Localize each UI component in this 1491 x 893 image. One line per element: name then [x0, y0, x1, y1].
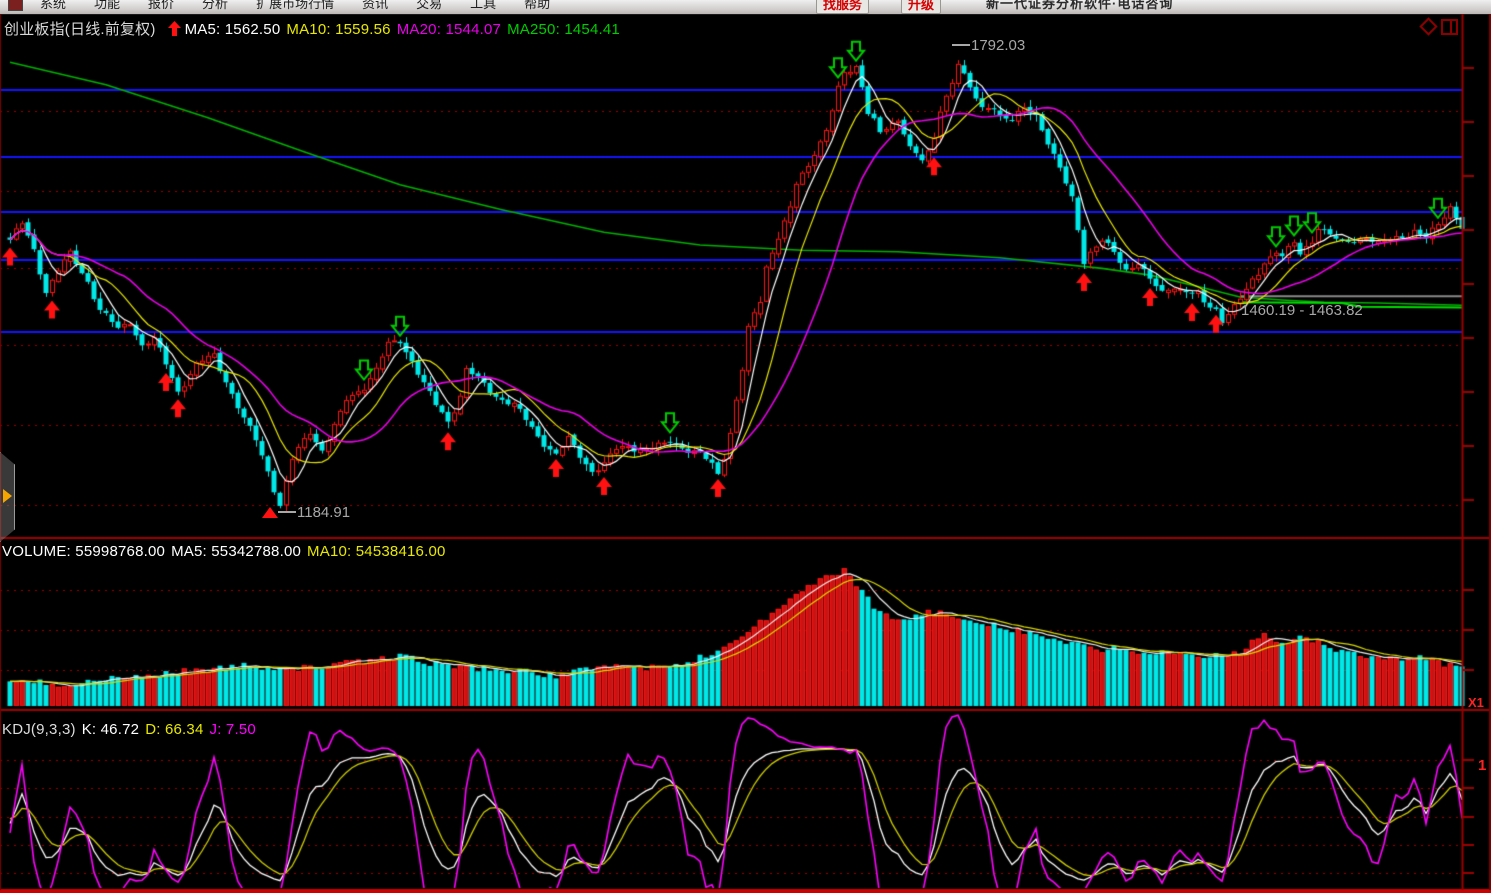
menu-items: 系统 功能 报价 分析 扩展市场行情 资讯 交易 工具 帮助	[26, 0, 564, 13]
low-marker-triangle	[262, 507, 278, 518]
kdj-label-2: D: 66.34	[145, 721, 204, 738]
kdj-label-1: K: 46.72	[81, 721, 140, 738]
up-arrow-icon	[167, 21, 181, 36]
main-ma-label-2: MA20: 1544.07	[396, 21, 502, 38]
main-ma-label-3: MA250: 1454.41	[507, 21, 620, 38]
volume-label-2: MA10: 54538416.00	[307, 543, 446, 560]
menu-item-5[interactable]: 资讯	[362, 0, 389, 11]
menu-item-8[interactable]: 帮助	[524, 0, 551, 11]
kdj-scale-label: 1	[1478, 757, 1487, 774]
expand-arrow-icon	[3, 489, 12, 503]
promo-button-0[interactable]: 找服务	[816, 0, 870, 14]
volume-label-0: VOLUME: 55998768.00	[2, 543, 166, 560]
annotation-low-value: 1184.91	[297, 504, 351, 521]
menu-item-2[interactable]: 报价	[148, 0, 175, 11]
corner-icons	[1419, 17, 1480, 37]
main-ma-label-1: MA10: 1559.56	[286, 21, 391, 38]
annotation-low: 1184.91	[262, 504, 350, 521]
menu-item-1[interactable]: 功能	[94, 0, 121, 11]
volume-multiplier-label: X1	[1468, 695, 1484, 710]
banner-text: 新一代证券分析软件·电话咨询	[986, 0, 1174, 11]
diamond-icon[interactable]	[1419, 17, 1438, 36]
menu-item-0[interactable]: 系统	[40, 0, 67, 11]
annotation-high-value: 1792.03	[971, 37, 1026, 54]
menu-item-6[interactable]: 交易	[416, 0, 443, 11]
chart-canvas[interactable]	[0, 14, 1491, 893]
menu-bar: 系统 功能 报价 分析 扩展市场行情 资讯 交易 工具 帮助 找服务 升级 新一代证券分析软件·电…	[0, 0, 1491, 15]
annotation-range-value: 1460.19 - 1463.82	[1241, 302, 1363, 319]
menu-promos: 找服务 升级	[800, 0, 957, 14]
annotation-high: 1792.03	[952, 37, 1025, 54]
annotation-range: 1460.19 - 1463.82	[1241, 302, 1363, 319]
chart-title: 创业板指(日线.前复权)	[4, 21, 156, 38]
main-pane-header: 创业板指(日线.前复权) MA5: 1562.50 MA10: 1559.56 MA2…	[4, 18, 632, 39]
kdj-pane-header: KDJ(9,3,3) K: 46.72 D: 66.34 J: 7.50	[2, 721, 268, 738]
kdj-label-0: KDJ(9,3,3)	[2, 721, 76, 738]
volume-pane-header: VOLUME: 55998768.00 MA5: 55342788.00 MA10:…	[2, 543, 458, 560]
menu-item-4[interactable]: 扩展市场行情	[256, 0, 335, 11]
split-window-icon[interactable]	[1441, 19, 1458, 35]
menu-item-7[interactable]: 工具	[470, 0, 497, 11]
promo-button-1[interactable]: 升级	[901, 0, 942, 14]
annotation-connector	[952, 44, 970, 46]
annotation-connector	[278, 511, 296, 513]
volume-label-1: MA5: 55342788.00	[171, 543, 302, 560]
kdj-label-3: J: 7.50	[209, 721, 256, 738]
menu-item-3[interactable]: 分析	[202, 0, 229, 11]
sidebar-expand-handle[interactable]	[0, 452, 15, 542]
app-icon[interactable]	[8, 0, 23, 11]
main-ma-label-0: MA5: 1562.50	[184, 21, 281, 38]
